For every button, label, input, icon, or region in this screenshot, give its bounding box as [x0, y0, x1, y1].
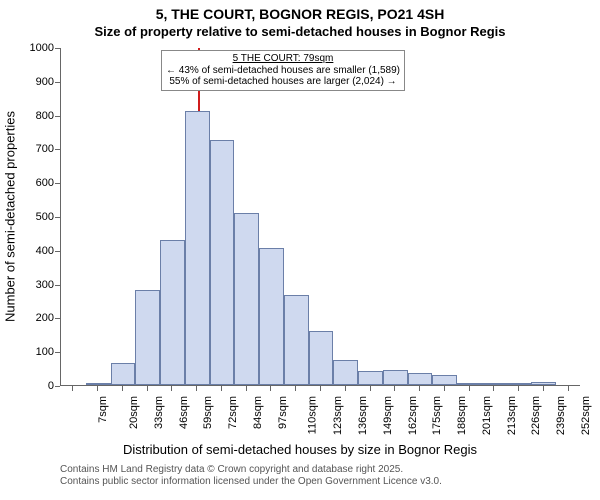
- y-tick-mark: [55, 318, 60, 319]
- y-tick-mark: [55, 48, 60, 49]
- histogram-bar: [185, 111, 210, 385]
- x-tick-label: 20sqm: [128, 396, 140, 429]
- histogram-bar: [259, 248, 284, 385]
- y-tick-label: 400: [36, 245, 54, 257]
- histogram-bar: [86, 383, 111, 385]
- x-tick-mark: [469, 386, 470, 391]
- x-tick-label: 72sqm: [227, 396, 239, 429]
- x-tick-label: 226sqm: [530, 396, 542, 435]
- annotation-line-1: 5 THE COURT: 79sqm: [166, 53, 400, 65]
- y-tick-mark: [55, 116, 60, 117]
- histogram-bar: [383, 370, 408, 385]
- y-tick-mark: [55, 217, 60, 218]
- x-tick-mark: [196, 386, 197, 391]
- x-tick-mark: [394, 386, 395, 391]
- histogram-bar: [160, 240, 185, 385]
- y-tick-mark: [55, 183, 60, 184]
- x-tick-mark: [543, 386, 544, 391]
- credits: Contains HM Land Registry data © Crown c…: [60, 464, 442, 488]
- y-tick-label: 500: [36, 211, 54, 223]
- chart-title: 5, THE COURT, BOGNOR REGIS, PO21 4SH: [0, 6, 600, 22]
- x-tick-label: 136sqm: [357, 396, 369, 435]
- x-tick-label: 239sqm: [555, 396, 567, 435]
- y-tick-mark: [55, 285, 60, 286]
- credits-line-1: Contains HM Land Registry data © Crown c…: [60, 464, 442, 476]
- x-tick-label: 252sqm: [580, 396, 592, 435]
- plot-area: 5 THE COURT: 79sqm ← 43% of semi-detache…: [60, 48, 580, 386]
- histogram-bar: [358, 371, 383, 385]
- x-tick-mark: [345, 386, 346, 391]
- x-tick-label: 97sqm: [277, 396, 289, 429]
- x-tick-mark: [221, 386, 222, 391]
- y-tick-mark: [55, 82, 60, 83]
- x-tick-label: 149sqm: [382, 396, 394, 435]
- histogram-bar: [234, 213, 259, 385]
- y-tick-mark: [55, 352, 60, 353]
- x-tick-mark: [295, 386, 296, 391]
- x-tick-mark: [518, 386, 519, 391]
- x-tick-mark: [370, 386, 371, 391]
- x-tick-mark: [246, 386, 247, 391]
- histogram-bar: [284, 295, 309, 385]
- chart-subtitle: Size of property relative to semi-detach…: [0, 24, 600, 39]
- x-tick-label: 59sqm: [202, 396, 214, 429]
- histogram-bar: [333, 360, 358, 385]
- x-tick-label: 162sqm: [407, 396, 419, 435]
- x-tick-label: 33sqm: [153, 396, 165, 429]
- annotation-line-2: ← 43% of semi-detached houses are smalle…: [166, 65, 400, 77]
- x-tick-mark: [72, 386, 73, 391]
- x-tick-mark: [122, 386, 123, 391]
- x-tick-mark: [568, 386, 569, 391]
- histogram-bar: [135, 290, 160, 385]
- y-tick-label: 0: [48, 380, 54, 392]
- y-tick-mark: [55, 149, 60, 150]
- x-tick-label: 110sqm: [307, 396, 319, 434]
- y-axis-title: Number of semi-detached properties: [3, 97, 18, 337]
- histogram-bar: [531, 382, 556, 385]
- y-tick-label: 1000: [30, 42, 54, 54]
- histogram-bar: [111, 363, 136, 385]
- x-tick-mark: [147, 386, 148, 391]
- x-tick-label: 213sqm: [506, 396, 518, 435]
- x-tick-label: 46sqm: [178, 396, 190, 429]
- x-tick-mark: [493, 386, 494, 391]
- y-tick-label: 300: [36, 279, 54, 291]
- y-tick-label: 200: [36, 312, 54, 324]
- y-tick-label: 700: [36, 143, 54, 155]
- x-tick-label: 7sqm: [97, 396, 109, 423]
- chart-container: 5, THE COURT, BOGNOR REGIS, PO21 4SH Siz…: [0, 0, 600, 500]
- y-tick-label: 600: [36, 177, 54, 189]
- x-tick-label: 123sqm: [332, 396, 344, 435]
- y-tick-label: 900: [36, 76, 54, 88]
- x-axis-title: Distribution of semi-detached houses by …: [0, 442, 600, 457]
- histogram-bar: [309, 331, 334, 385]
- annotation-line-3: 55% of semi-detached houses are larger (…: [166, 76, 400, 88]
- histogram-bar: [432, 375, 457, 385]
- histogram-bar: [210, 140, 235, 385]
- x-tick-mark: [270, 386, 271, 391]
- x-tick-label: 175sqm: [431, 396, 443, 435]
- histogram-bar: [408, 373, 433, 385]
- x-tick-mark: [171, 386, 172, 391]
- y-tick-mark: [55, 251, 60, 252]
- credits-line-2: Contains public sector information licen…: [60, 476, 442, 488]
- x-tick-mark: [320, 386, 321, 391]
- histogram-bar: [482, 383, 507, 385]
- y-tick-mark: [55, 386, 60, 387]
- x-tick-mark: [97, 386, 98, 391]
- histogram-bar: [507, 383, 532, 385]
- y-tick-label: 100: [36, 346, 54, 358]
- histogram-bar: [457, 383, 482, 385]
- x-tick-label: 188sqm: [456, 396, 468, 435]
- x-tick-mark: [419, 386, 420, 391]
- x-tick-label: 84sqm: [252, 396, 264, 429]
- annotation-box: 5 THE COURT: 79sqm ← 43% of semi-detache…: [161, 50, 405, 91]
- x-tick-label: 201sqm: [481, 396, 493, 435]
- y-tick-label: 800: [36, 110, 54, 122]
- x-tick-mark: [444, 386, 445, 391]
